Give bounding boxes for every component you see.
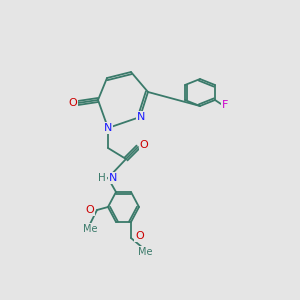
Text: O: O xyxy=(140,140,148,150)
Text: O: O xyxy=(85,205,94,215)
Text: N: N xyxy=(109,173,117,183)
Text: N: N xyxy=(137,112,145,122)
Text: O: O xyxy=(69,98,77,108)
Text: F: F xyxy=(222,100,228,110)
Text: N: N xyxy=(104,123,112,133)
Text: Me: Me xyxy=(83,224,97,234)
Text: O: O xyxy=(135,231,144,241)
Text: Me: Me xyxy=(138,247,152,257)
Text: H: H xyxy=(98,173,106,183)
